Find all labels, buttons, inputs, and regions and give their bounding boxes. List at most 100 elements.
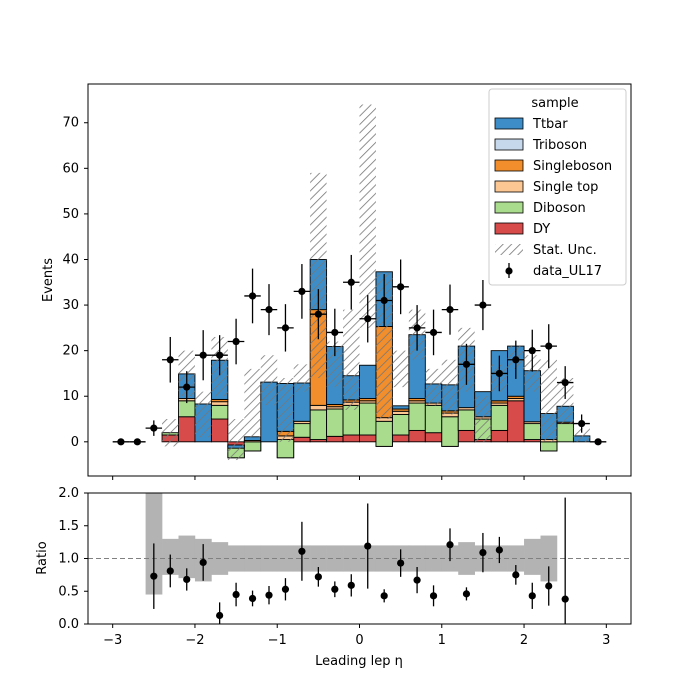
ratio-point	[462, 590, 471, 598]
data-point	[232, 337, 240, 346]
ratio-x-tick-label: −2	[185, 633, 204, 648]
bar-single-top	[391, 410, 410, 415]
ratio-band-bin	[178, 535, 196, 579]
stat-unc-bin	[277, 378, 294, 442]
data-point	[133, 438, 141, 446]
legend-label: Diboson	[533, 201, 586, 216]
ratio-point	[314, 573, 322, 581]
legend-swatch	[494, 159, 524, 172]
legend-swatch	[494, 201, 524, 214]
legend-items: Ttbar Triboson Singleboson Single top Diboso…	[494, 117, 612, 279]
stat-unc-bin	[194, 391, 212, 438]
ratio-point	[429, 592, 438, 600]
legend-title: sample	[531, 96, 578, 111]
data-points	[112, 254, 607, 446]
legend-swatch-hatch	[495, 244, 523, 255]
ratio-y-tick-label: 0.5	[58, 584, 79, 599]
ratio-plot-panel: 0.0 0.5 1.0 1.5 2.0 −3 −2 −1 0 1 2 3 Ratio Leading…	[35, 486, 632, 669]
main-x-axis-ticks	[112, 476, 607, 480]
legend-swatch	[494, 138, 524, 151]
bar-dy	[210, 418, 229, 443]
ratio-y-axis-ticks: 0.0 0.5 1.0 1.5 2.0	[58, 486, 88, 632]
bar-diboson	[375, 420, 393, 447]
ratio-point	[545, 582, 553, 590]
bar-dy	[490, 429, 509, 443]
stat-unc-bin	[375, 273, 393, 420]
y-tick-label: 60	[62, 161, 79, 176]
ratio-point	[281, 585, 290, 593]
stat-unc-bin	[326, 341, 344, 388]
y-tick-label: 10	[62, 389, 79, 404]
data-point	[413, 324, 421, 332]
data-point	[429, 328, 438, 337]
y-tick-label: 70	[62, 116, 79, 131]
bar-diboson	[276, 439, 295, 459]
data-point	[545, 342, 553, 350]
ratio-point	[364, 542, 372, 550]
ratio-points	[150, 497, 569, 624]
bar-ttbar	[391, 405, 410, 410]
data-point	[248, 292, 257, 300]
data-point	[594, 438, 602, 446]
bar-dy	[507, 400, 525, 443]
legend-label: Triboson	[532, 138, 587, 153]
ratio-y-tick-label: 1.5	[58, 519, 79, 534]
data-point	[331, 328, 339, 337]
bar-diboson	[326, 408, 344, 437]
x-axis-label: Leading lep η	[315, 654, 403, 669]
ratio-point	[495, 546, 503, 554]
ratio-point	[512, 571, 520, 579]
data-point	[265, 306, 273, 314]
bar-diboson	[457, 409, 476, 431]
bar-dy	[424, 432, 443, 443]
ratio-band-bin	[310, 545, 327, 572]
ratio-x-tick-label: −3	[103, 633, 122, 648]
ratio-point	[166, 567, 174, 575]
ratio-x-tick-label: 1	[438, 633, 446, 648]
bar-dy	[293, 436, 311, 443]
legend-marker-point	[505, 267, 513, 275]
ratio-y-axis-label: Ratio	[35, 541, 50, 574]
ratio-point	[528, 592, 536, 600]
stat-unc-bin	[474, 396, 492, 442]
ratio-point	[380, 592, 388, 600]
stat-unc-bin	[556, 378, 574, 424]
main-y-axis-ticks: 0 10 20 30 40 50 60 70	[62, 116, 88, 450]
bar-single-top	[210, 401, 229, 406]
bar-dy	[178, 416, 196, 443]
data-point	[479, 301, 487, 309]
stat-unc-bin	[244, 368, 261, 438]
ratio-point	[397, 559, 405, 567]
ratio-y-tick-label: 2.0	[58, 486, 79, 501]
y-tick-label: 20	[62, 344, 79, 359]
bar-dy	[326, 435, 344, 443]
data-point	[512, 356, 520, 364]
bar-diboson	[391, 414, 410, 436]
main-plot-panel: 0 10 20 30 40 50 60 70 Events	[41, 83, 632, 480]
ratio-band-bin	[343, 545, 360, 572]
bar-diboson	[293, 423, 311, 438]
data-point	[166, 356, 174, 364]
stat-unc-bin	[573, 428, 590, 442]
data-point	[528, 347, 536, 355]
ratio-x-tick-label: −1	[268, 633, 287, 648]
bar-dy	[457, 429, 476, 443]
stat-uncertainty-band	[162, 104, 590, 461]
data-point	[347, 278, 355, 286]
bar-ttbar	[243, 436, 262, 441]
data-point	[578, 419, 586, 428]
stat-unc-bin	[392, 350, 409, 388]
legend-swatch	[494, 180, 524, 193]
ratio-x-tick-label: 0	[355, 633, 363, 648]
ratio-point	[561, 595, 569, 603]
bar-diboson	[523, 423, 541, 440]
legend-label: DY	[533, 222, 550, 237]
ratio-band-bin	[260, 545, 278, 572]
ratio-band-bin	[524, 538, 541, 575]
legend-label: Single top	[533, 180, 598, 195]
legend-label: data_UL17	[533, 264, 602, 279]
bar-dy	[359, 434, 377, 443]
y-tick-label: 40	[62, 252, 79, 267]
bar-dy	[391, 434, 410, 443]
